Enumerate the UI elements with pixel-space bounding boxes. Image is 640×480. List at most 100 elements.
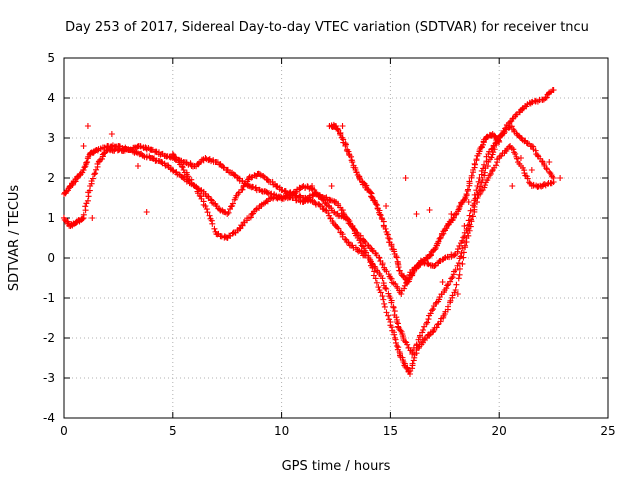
data-point-sample bbox=[443, 285, 450, 292]
data-point-sample bbox=[447, 278, 454, 285]
data-point-sample bbox=[413, 341, 420, 348]
data-point-sample bbox=[437, 234, 444, 241]
axis-ticks: 0 5 10 15 20 25 -4 -3 -2 -1 0 1 2 3 4 5 bbox=[43, 51, 616, 438]
data-point-sample bbox=[462, 239, 469, 246]
data-point-sample bbox=[80, 211, 87, 218]
data-point bbox=[474, 183, 481, 189]
data-point-sample bbox=[368, 193, 375, 200]
data-point-sample bbox=[395, 264, 402, 271]
data-point-sample bbox=[342, 142, 349, 149]
data-point-sample bbox=[456, 265, 463, 272]
data-point-sample bbox=[454, 262, 461, 269]
data-point-sample bbox=[427, 310, 434, 317]
data-point-sample bbox=[260, 173, 267, 180]
data-point bbox=[387, 275, 394, 281]
data-point-sample bbox=[388, 242, 395, 249]
data-point bbox=[509, 183, 516, 189]
x-tick-label: 10 bbox=[274, 424, 289, 438]
data-point-sample bbox=[488, 146, 495, 153]
data-point bbox=[528, 167, 535, 173]
data-point-sample bbox=[225, 209, 232, 216]
data-point bbox=[465, 199, 472, 205]
data-point-sample bbox=[346, 218, 353, 225]
data-point-sample bbox=[319, 196, 326, 203]
data-point-sample bbox=[505, 143, 512, 150]
data-point-sample bbox=[542, 95, 549, 102]
data-point-sample bbox=[430, 306, 437, 313]
data-point bbox=[550, 175, 557, 181]
data-point-sample bbox=[91, 171, 98, 178]
data-point-sample bbox=[465, 186, 472, 193]
data-point-sample bbox=[492, 140, 499, 147]
data-point-sample bbox=[381, 300, 388, 307]
data-point-sample bbox=[388, 299, 395, 306]
data-point-sample bbox=[460, 234, 467, 241]
data-point bbox=[402, 175, 409, 181]
data-point-sample bbox=[184, 173, 191, 180]
data-point-sample bbox=[379, 275, 386, 282]
y-tick-label: 4 bbox=[47, 91, 55, 105]
data-point-sample bbox=[459, 237, 466, 244]
data-point-sample bbox=[444, 282, 451, 289]
data-point-sample bbox=[375, 284, 382, 291]
data-point bbox=[485, 175, 492, 181]
data-point-sample bbox=[513, 155, 520, 162]
data-point-sample bbox=[456, 271, 463, 278]
data-point bbox=[80, 167, 87, 173]
data-point-sample bbox=[433, 324, 440, 331]
data-point-sample bbox=[486, 172, 493, 179]
data-point-sample bbox=[493, 162, 500, 169]
data-point bbox=[328, 183, 335, 189]
data-point-sample bbox=[473, 156, 480, 163]
data-point-sample bbox=[470, 202, 477, 209]
data-point-sample bbox=[454, 246, 461, 253]
data-point-sample bbox=[239, 222, 246, 229]
x-axis-label: GPS time / hours bbox=[282, 459, 391, 474]
data-point-sample bbox=[471, 208, 478, 215]
data-point-sample bbox=[481, 161, 488, 168]
data-point-sample bbox=[473, 187, 480, 194]
data-point bbox=[134, 163, 141, 169]
data-point-sample bbox=[337, 204, 344, 211]
data-point-sample bbox=[404, 364, 411, 371]
data-point-sample bbox=[325, 210, 332, 217]
y-tick-label: -1 bbox=[43, 291, 55, 305]
data-point-sample bbox=[82, 203, 89, 210]
data-point-sample bbox=[401, 285, 408, 292]
data-point-sample bbox=[211, 225, 218, 232]
data-point bbox=[420, 327, 427, 333]
data-point bbox=[202, 203, 209, 209]
data-point bbox=[463, 191, 470, 197]
data-point-sample bbox=[466, 212, 473, 219]
data-point-sample bbox=[512, 111, 519, 118]
data-point-sample bbox=[423, 335, 430, 342]
chart-title: Day 253 of 2017, Sidereal Day-to-day VTE… bbox=[65, 20, 589, 35]
data-point-sample bbox=[469, 213, 476, 220]
data-point-sample bbox=[424, 319, 431, 326]
grid-lines bbox=[64, 58, 608, 418]
data-point bbox=[474, 195, 481, 201]
data-point-sample bbox=[83, 159, 90, 166]
x-tick-label: 5 bbox=[169, 424, 177, 438]
data-point-sample bbox=[382, 225, 389, 232]
data-point bbox=[376, 255, 383, 261]
data-points bbox=[60, 87, 564, 377]
data-point bbox=[448, 211, 455, 217]
data-point-sample bbox=[447, 297, 454, 304]
data-point-sample bbox=[208, 217, 215, 224]
data-point bbox=[452, 267, 459, 273]
data-point-sample bbox=[477, 183, 484, 190]
y-tick-label: 1 bbox=[47, 211, 55, 225]
data-point-sample bbox=[459, 260, 466, 267]
data-point bbox=[180, 167, 187, 173]
data-point-sample bbox=[452, 211, 459, 218]
y-tick-label: 0 bbox=[47, 251, 55, 265]
data-point-sample bbox=[386, 316, 393, 323]
data-point-sample bbox=[380, 296, 387, 303]
data-point-sample bbox=[197, 193, 204, 200]
data-point-sample bbox=[457, 253, 464, 260]
data-point-sample bbox=[489, 145, 496, 152]
x-tick-label: 20 bbox=[492, 424, 507, 438]
data-point-sample bbox=[339, 207, 346, 214]
